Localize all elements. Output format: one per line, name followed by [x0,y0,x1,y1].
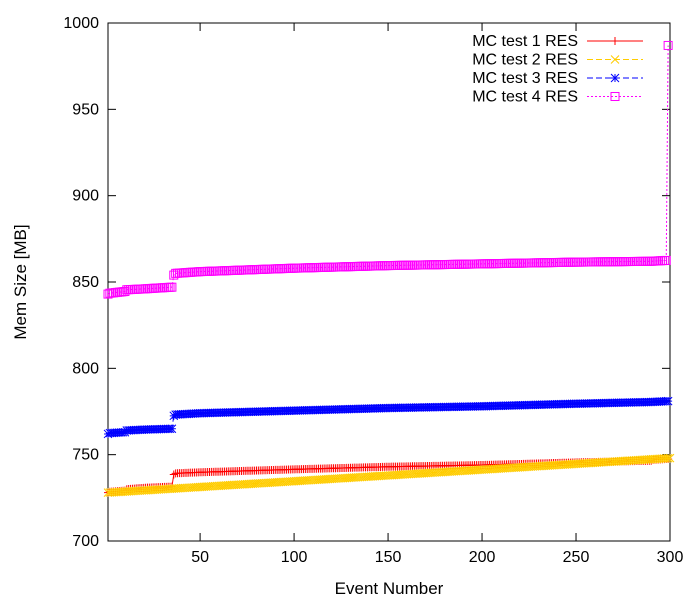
y-tick-label: 800 [72,360,99,377]
series-layer [103,40,675,498]
series-4 [103,40,673,299]
y-tick-label: 900 [72,188,99,205]
legend-entry-4: MC test 4 RES [472,89,643,106]
legend-swatch-marker [610,73,620,83]
legend-entry-2: MC test 2 RES [472,52,643,69]
legend-label: MC test 2 RES [472,52,578,69]
y-tick-label: 850 [72,274,99,291]
x-tick-label: 300 [657,549,684,566]
x-tick-label: 250 [563,549,590,566]
series-line [107,45,669,295]
tick-layer: 700 750 800 850 900 950 1000 50 100 150 200 250 300 [63,15,683,566]
legend-entry-1: MC test 1 RES [472,33,643,50]
x-tick-label: 200 [469,549,496,566]
y-tick-label: 1000 [63,15,99,32]
x-tick-label: 150 [375,549,402,566]
data-point [663,453,673,463]
series-3 [103,396,673,439]
x-axis-title: Event Number [335,579,444,598]
legend-swatch-marker [610,92,620,101]
legend-label: MC test 1 RES [472,33,578,50]
legend-swatch-marker [610,55,620,64]
series-2 [103,453,675,498]
y-tick-label: 700 [72,533,99,550]
legend-swatch-marker [611,37,619,45]
data-point [167,424,177,434]
data-point [103,429,113,439]
y-axis-title: Mem Size [MB] [11,224,30,339]
data-point [665,453,675,463]
data-point [661,453,671,463]
legend-label: MC test 4 RES [472,89,578,106]
data-point [661,255,671,265]
data-point [167,282,177,292]
legend-label: MC test 3 RES [472,70,578,87]
y-tick-label: 750 [72,447,99,464]
legend-entry-3: MC test 3 RES [472,70,643,87]
data-point [663,40,673,50]
x-tick-label: 100 [281,549,308,566]
y-tick-label: 950 [72,101,99,118]
x-tick-label: 50 [191,549,209,566]
data-point [663,396,673,406]
data-point [169,470,178,479]
